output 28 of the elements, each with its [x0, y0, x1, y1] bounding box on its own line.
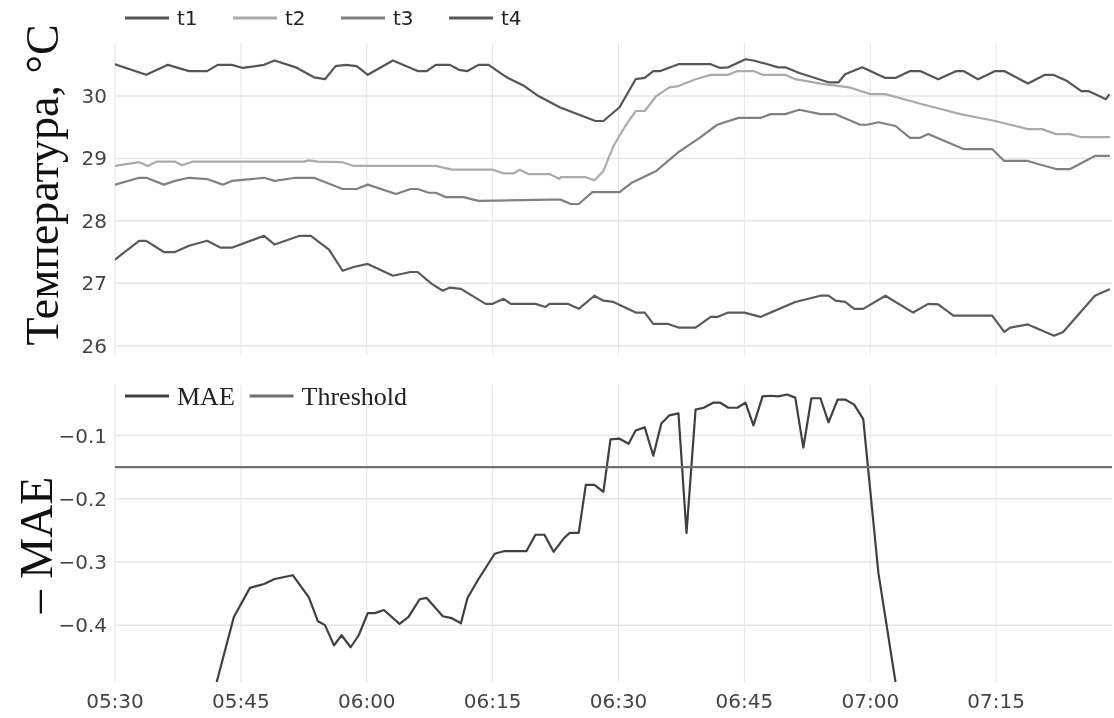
y-tick-label: 26	[81, 333, 107, 358]
y-tick-label: 30	[81, 84, 107, 109]
y-tick-label: 27	[81, 271, 107, 296]
y-tick-label: −0.4	[58, 613, 107, 638]
x-tick-label: 05:45	[212, 689, 270, 713]
line-series	[115, 58, 1111, 123]
line-series	[115, 234, 1111, 337]
legend-label: t4	[501, 6, 522, 30]
x-tick-label: 06:45	[715, 689, 774, 713]
x-tick-label: 06:30	[589, 689, 648, 713]
legend-label: t2	[285, 6, 306, 30]
x-tick-label: 05:30	[86, 689, 144, 713]
y-tick-label: −0.1	[58, 423, 107, 448]
line-series	[115, 108, 1111, 206]
line-series	[115, 69, 1111, 182]
legend-label: t3	[393, 6, 414, 30]
y-tick-label: −0.3	[58, 549, 107, 574]
x-tick-label: 07:15	[967, 689, 1026, 713]
legend-label: t1	[177, 6, 198, 30]
y-tick-label: 28	[81, 208, 107, 233]
y-tick-label: −0.2	[58, 486, 107, 511]
x-tick-label: 06:15	[463, 689, 522, 713]
y-axis-title: Температура, °C	[17, 24, 69, 346]
x-tick-label: 07:00	[841, 689, 900, 713]
legend-label: Threshold	[301, 382, 407, 412]
y-tick-label: 29	[81, 146, 107, 171]
legend-label: MAE	[177, 382, 235, 412]
x-tick-label: 06:00	[337, 689, 396, 713]
